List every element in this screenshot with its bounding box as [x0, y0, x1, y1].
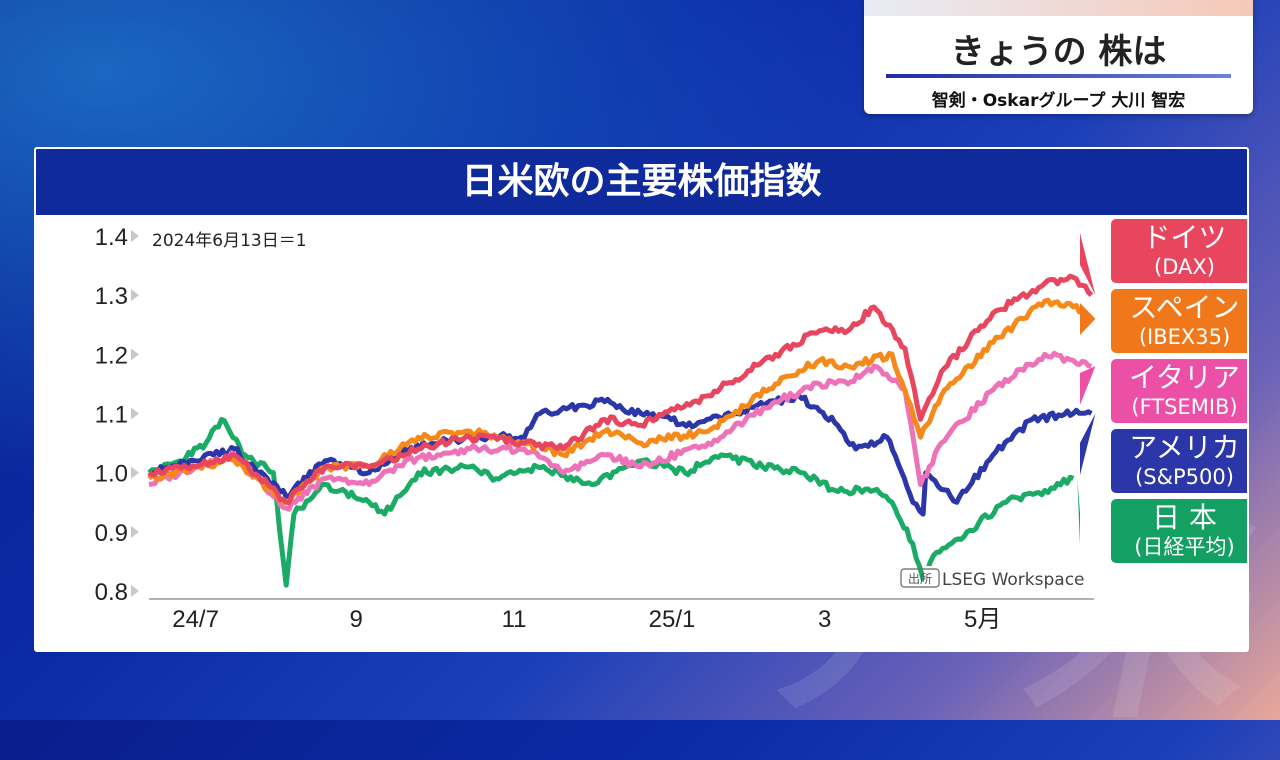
x-tick-label: 25/1: [649, 606, 696, 633]
series-label-country: アメリカ: [1129, 431, 1240, 464]
series-label-box: ドイツ (DAX): [1111, 219, 1247, 283]
x-tick-label: 5月: [964, 606, 1001, 633]
x-tick-label: 24/7: [172, 606, 219, 633]
y-tick-label: 1.3: [95, 283, 128, 310]
series-line-ibex: [147, 297, 1093, 505]
source-tag: 出所: [908, 572, 932, 586]
panel-title: 日米欧の主要株価指数: [36, 149, 1247, 215]
source-stamp-bg: [924, 566, 1094, 590]
series-label-country: 日 本: [1152, 501, 1217, 534]
y-tick-label: 1.4: [95, 224, 128, 251]
y-tick-label: 1.0: [95, 461, 128, 488]
y-tick-label: 0.9: [95, 520, 128, 547]
label-pointer: [1080, 366, 1096, 405]
series-label-index: (日経平均): [1134, 535, 1235, 559]
y-tick-marker: [131, 230, 139, 242]
series-label-box: アメリカ (S&P500): [1111, 429, 1247, 493]
series-label-country: イタリア: [1129, 361, 1240, 394]
label-pointer: [1080, 233, 1096, 296]
series-line-sp: [147, 393, 1093, 517]
label-pointer: [1077, 478, 1080, 545]
x-tick-label: 9: [349, 606, 362, 633]
series-label-index: (DAX): [1154, 255, 1215, 279]
series-line-nikkei: [147, 416, 1075, 588]
y-tick-marker: [131, 525, 139, 538]
y-tick-marker: [131, 466, 139, 479]
source-tag-box: [900, 568, 940, 588]
y-tick-label: 0.8: [95, 579, 128, 606]
label-pointer: [1080, 303, 1096, 335]
y-tick-marker: [131, 585, 139, 597]
source-name: LSEG Workspace: [942, 570, 1085, 590]
series-label-index: (FTSEMIB): [1131, 395, 1238, 419]
y-tick-label: 1.1: [95, 402, 128, 429]
series-label-index: (S&P500): [1135, 465, 1234, 489]
series-label-box: イタリア (FTSEMIB): [1111, 359, 1247, 423]
title-card-accent: [864, 0, 1253, 16]
series-label-index: (IBEX35): [1138, 325, 1231, 349]
series-line-dax: [147, 273, 1094, 505]
program-title-card: きょうの 株は 智剣・Oskarグループ 大川 智宏: [864, 0, 1253, 114]
x-tick-label: 3: [818, 606, 831, 633]
y-tick-label: 1.2: [95, 342, 128, 369]
series-line-ftse: [148, 350, 1092, 512]
base-date-note: 2024年6月13日＝1: [152, 231, 307, 251]
presenter-name: 智剣・Oskarグループ 大川 智宏: [931, 91, 1186, 111]
series-label-box: 日 本 (日経平均): [1111, 499, 1247, 563]
series-label-country: ドイツ: [1142, 221, 1227, 254]
y-tick-marker: [131, 348, 139, 361]
chart-panel: 日米欧の主要株価指数 1.4 1.3 1.2 1.1 1.0 0.9 0.8 2024年6月1…: [34, 147, 1249, 652]
stock-index-chart: 1.4 1.3 1.2 1.1 1.0 0.9 0.8 2024年6月13日＝1 24/7 9 11…: [95, 224, 1096, 633]
y-tick-marker: [131, 407, 139, 420]
series-label-box: スペイン (IBEX35): [1111, 289, 1247, 353]
y-tick-marker: [131, 289, 139, 302]
x-tick-label: 11: [502, 606, 527, 633]
series-label-country: スペイン: [1129, 291, 1240, 324]
program-title: きょうの 株は: [950, 32, 1167, 72]
label-pointer: [1080, 413, 1096, 475]
title-card-rule: [886, 74, 1231, 78]
